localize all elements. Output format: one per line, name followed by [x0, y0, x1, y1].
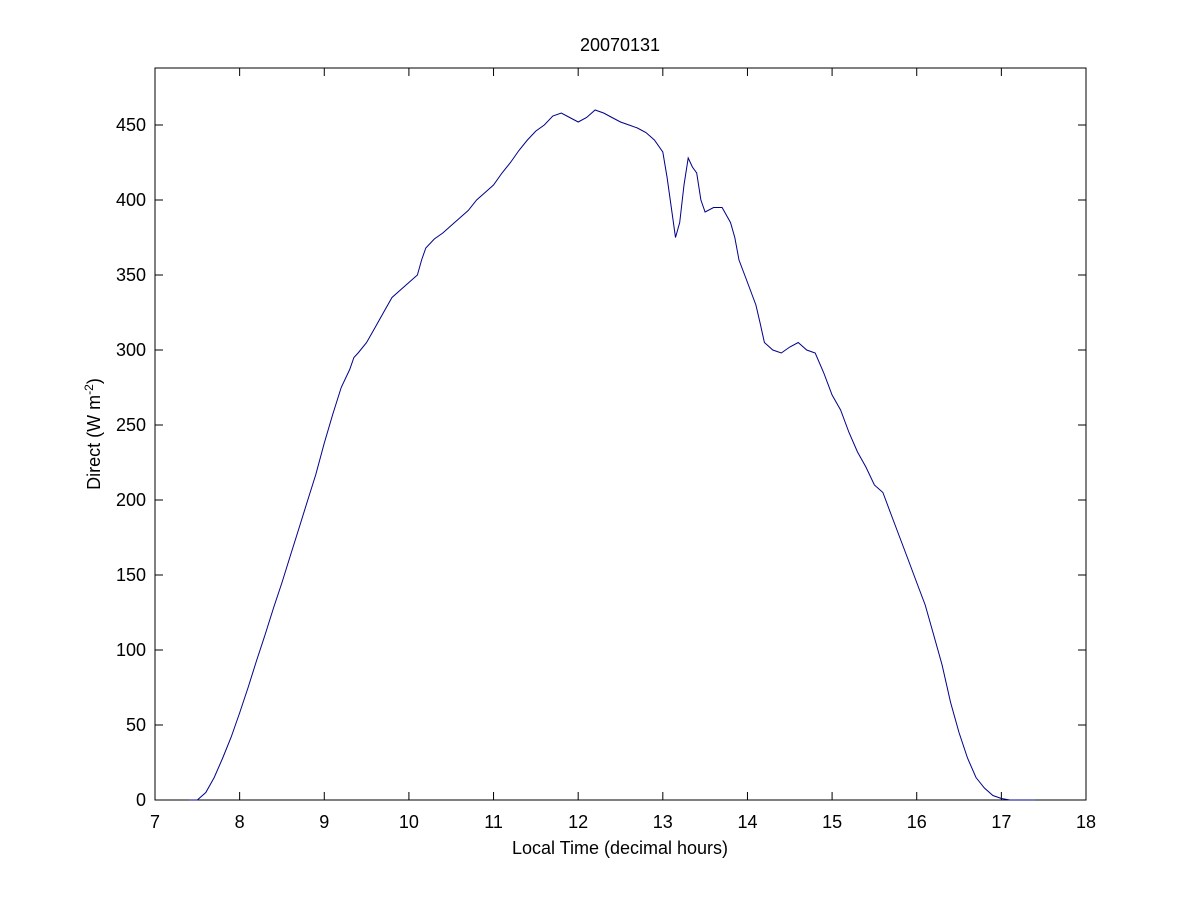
y-axis-ticks: 0 50 100 150 200 250 300 350 400 450: [116, 115, 1086, 810]
x-axis-ticks: 7 8 9 10 11 12 13 14 15 16 17 18: [150, 68, 1096, 832]
y-tick-label: 0: [136, 790, 146, 810]
x-tick-label: 13: [653, 812, 673, 832]
x-tick-label: 14: [737, 812, 757, 832]
y-axis-label-superscript: -2: [82, 384, 96, 395]
x-tick-label: 16: [907, 812, 927, 832]
x-tick-label: 8: [235, 812, 245, 832]
x-tick-label: 7: [150, 812, 160, 832]
y-tick-label: 300: [116, 340, 146, 360]
y-tick-label: 150: [116, 565, 146, 585]
x-tick-label: 15: [822, 812, 842, 832]
plot-frame: [154, 67, 1087, 801]
x-tick-label: 9: [319, 812, 329, 832]
y-axis-label: Direct (W m-2): [82, 378, 104, 490]
y-tick-label: 400: [116, 190, 146, 210]
chart-title: 20070131: [580, 35, 660, 55]
y-tick-label: 250: [116, 415, 146, 435]
y-tick-label: 50: [126, 715, 146, 735]
y-tick-label: 100: [116, 640, 146, 660]
y-axis-label-main: Direct (W m: [84, 395, 104, 490]
x-axis-label: Local Time (decimal hours): [512, 838, 728, 858]
y-axis-label-close: ): [84, 378, 104, 384]
x-tick-label: 12: [568, 812, 588, 832]
y-tick-label: 450: [116, 115, 146, 135]
x-tick-label: 17: [991, 812, 1011, 832]
x-tick-label: 18: [1076, 812, 1096, 832]
x-tick-label: 11: [484, 812, 503, 832]
y-tick-label: 200: [116, 490, 146, 510]
x-tick-label: 10: [399, 812, 419, 832]
y-tick-label: 350: [116, 265, 146, 285]
series-line: [188, 109, 1036, 801]
